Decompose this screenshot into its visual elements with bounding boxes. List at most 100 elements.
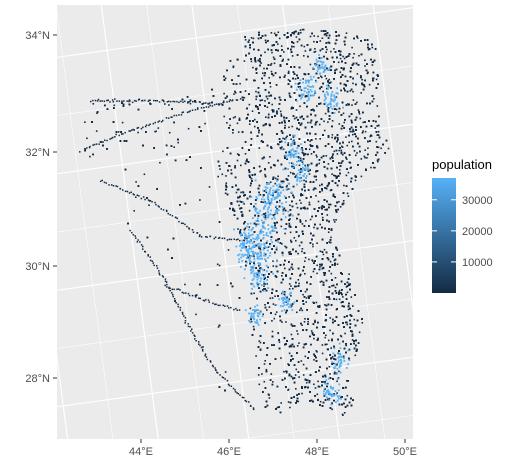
road-point: [299, 245, 301, 247]
road-point: [341, 150, 343, 152]
road-point: [356, 102, 358, 104]
road-point: [262, 99, 264, 101]
road-point: [388, 148, 390, 150]
road-point: [325, 42, 327, 44]
road-point: [313, 338, 315, 340]
road-point: [334, 151, 336, 153]
road-point: [302, 223, 304, 225]
road-point: [314, 51, 316, 53]
road-point: [367, 147, 369, 149]
road-point: [324, 249, 326, 251]
road-point: [238, 131, 240, 133]
road-point: [338, 371, 340, 373]
road-point: [274, 295, 276, 297]
road-point: [380, 148, 382, 150]
road-point: [290, 172, 292, 174]
road-point: [326, 344, 328, 346]
road-point: [317, 394, 319, 396]
road-point: [290, 285, 292, 287]
road-point: [309, 173, 311, 175]
road-point: [336, 299, 338, 301]
road-point: [320, 40, 322, 42]
road-point: [302, 78, 304, 80]
road-point: [273, 265, 275, 267]
road-point: [319, 124, 321, 126]
road-point: [376, 141, 378, 143]
road-point: [348, 104, 350, 106]
road-point: [321, 30, 323, 32]
road-point: [259, 147, 261, 149]
road-point: [320, 251, 322, 253]
road-point: [217, 176, 219, 178]
road-point: [340, 162, 342, 164]
road-point: [270, 64, 272, 66]
road-point: [263, 285, 265, 287]
road-point: [296, 330, 298, 332]
road-point: [274, 63, 276, 65]
road-point: [135, 196, 137, 198]
road-point: [225, 175, 227, 177]
road-point: [339, 290, 341, 292]
road-point: [158, 127, 160, 129]
road-point: [279, 38, 281, 40]
road-point: [292, 55, 294, 57]
road-point: [298, 283, 300, 285]
road-point: [313, 35, 315, 37]
road-point: [195, 314, 197, 316]
road-point: [334, 221, 336, 223]
road-point: [239, 118, 241, 120]
road-point: [288, 196, 290, 198]
road-point: [350, 90, 352, 92]
road-point: [319, 224, 321, 226]
road-point: [344, 412, 346, 414]
road-point: [286, 186, 288, 188]
road-point: [271, 63, 273, 65]
road-point: [319, 185, 321, 187]
road-point: [312, 246, 314, 248]
road-point: [357, 73, 359, 75]
road-point: [287, 389, 289, 391]
road-point: [342, 296, 344, 298]
road-point: [337, 153, 339, 155]
road-point: [325, 337, 327, 339]
road-point: [261, 141, 263, 143]
road-point: [264, 360, 266, 362]
road-point: [292, 268, 294, 270]
road-point: [271, 104, 273, 106]
road-point: [255, 91, 257, 93]
road-point: [303, 364, 305, 366]
road-point: [306, 382, 308, 384]
road-point: [309, 149, 311, 151]
road-point: [249, 123, 251, 125]
road-point: [260, 170, 262, 172]
road-point: [342, 414, 344, 416]
road-point: [360, 92, 362, 94]
road-point: [361, 158, 363, 160]
road-point: [289, 283, 291, 285]
road-point: [299, 219, 301, 221]
road-point: [362, 322, 364, 324]
road-point: [137, 132, 139, 134]
road-point: [122, 122, 124, 124]
road-point: [325, 335, 327, 337]
road-point: [373, 167, 375, 169]
road-point: [300, 202, 302, 204]
road-point: [209, 186, 211, 188]
road-point: [304, 273, 306, 275]
road-point: [306, 297, 308, 299]
road-point: [187, 102, 189, 104]
road-point: [305, 220, 307, 222]
road-point: [253, 326, 255, 328]
road-point: [304, 318, 306, 320]
road-point: [297, 145, 299, 147]
road-point: [204, 123, 206, 125]
road-point: [133, 210, 135, 212]
road-point: [330, 51, 332, 53]
road-point: [277, 176, 279, 178]
road-point: [310, 36, 312, 38]
road-point: [342, 56, 344, 58]
graticule-parallel: [0, 458, 523, 469]
road-point: [282, 59, 284, 61]
road-point: [338, 150, 340, 152]
